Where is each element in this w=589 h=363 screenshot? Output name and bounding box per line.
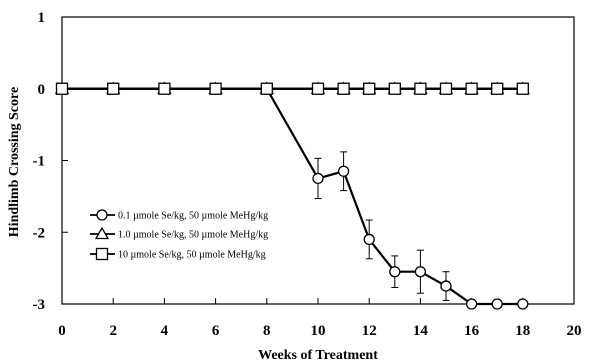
- square-marker: [363, 82, 376, 95]
- legend-triangle-marker: [94, 226, 110, 240]
- square-marker: [516, 82, 529, 95]
- x-tick-label: 14: [413, 323, 429, 339]
- circle-marker: [363, 233, 375, 246]
- circle-marker: [414, 266, 427, 278]
- x-tick-label: 20: [567, 323, 582, 339]
- y-axis-title: Hindlimb Crossing Score: [7, 87, 22, 237]
- square-marker: [55, 82, 69, 95]
- square-marker: [388, 82, 401, 95]
- legend-square-marker: [95, 247, 109, 261]
- x-tick-label: 10: [311, 323, 326, 339]
- x-tick-label: 16: [464, 323, 480, 339]
- y-tick-label: -2: [33, 225, 46, 241]
- series-square: [55, 82, 529, 95]
- square-marker: [260, 82, 273, 95]
- y-tick-label: 0: [38, 82, 46, 98]
- square-marker: [158, 82, 171, 95]
- circle-marker: [389, 266, 401, 278]
- x-tick-label: 12: [362, 323, 377, 339]
- x-axis-ticks: 0 2 4 6 8 10 12 14 16 18 20: [58, 298, 582, 339]
- circle-marker: [517, 298, 529, 310]
- square-marker: [439, 82, 453, 95]
- x-axis-title: Weeks of Treatment: [258, 348, 378, 363]
- y-axis-ticks: 1 0 -1 -2 -3: [33, 10, 68, 313]
- series-layer: [54, 81, 530, 310]
- legend-circle-marker: [96, 209, 108, 221]
- circle-marker: [337, 165, 350, 177]
- x-tick-label: 8: [263, 323, 271, 339]
- series-circle: [56, 83, 529, 310]
- legend-label: 1.0 µmole Se/kg, 50 µmole MeHg/kg: [118, 230, 268, 241]
- x-tick-label: 4: [161, 323, 169, 339]
- series-line: [62, 87, 523, 306]
- square-marker: [311, 82, 325, 95]
- circle-marker: [440, 280, 452, 292]
- y-tick-label: -3: [33, 297, 46, 313]
- legend-label: 0.1 µmole Se/kg, 50 µmole MeHg/kg: [118, 211, 268, 222]
- square-marker: [491, 82, 504, 95]
- x-tick-label: 2: [109, 323, 117, 339]
- square-marker: [337, 82, 350, 95]
- y-tick-label: -1: [33, 154, 46, 170]
- y-tick-label: 1: [38, 10, 46, 26]
- circle-marker: [491, 298, 503, 310]
- legend: 0.1 µmole Se/kg, 50 µmole MeHg/kg 1.0 µmo…: [90, 209, 268, 261]
- x-tick-label: 6: [212, 323, 220, 339]
- legend-label: 10 µmole Se/kg, 50 µmole MeHg/kg: [118, 250, 266, 261]
- square-marker: [414, 82, 427, 95]
- x-tick-label: 18: [515, 323, 530, 339]
- circle-marker: [312, 172, 324, 185]
- circle-marker: [465, 298, 478, 310]
- square-marker: [209, 82, 222, 95]
- x-tick-label: 0: [58, 323, 66, 339]
- square-marker: [107, 82, 120, 95]
- square-marker: [465, 82, 478, 95]
